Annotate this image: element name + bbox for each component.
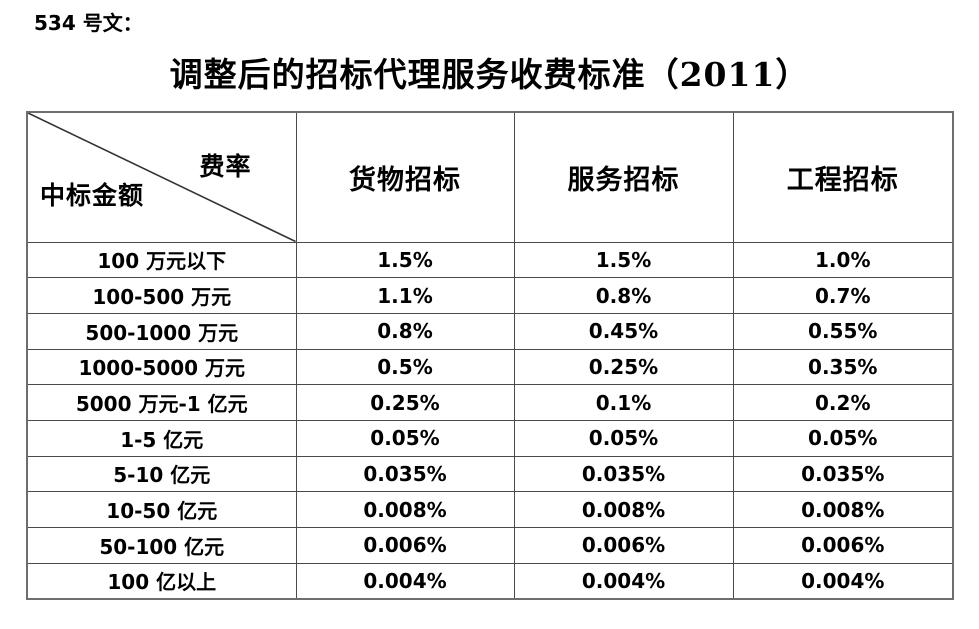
row-label-cell: 1000-5000 万元 <box>26 348 297 386</box>
rate-cell: 0.035% <box>295 455 515 493</box>
rate-cell: 0.25% <box>513 348 734 386</box>
rate-cell: 0.008% <box>295 491 515 528</box>
diagonal-line <box>28 113 295 241</box>
row-label-cell: 10-50 亿元 <box>26 491 297 528</box>
document-number-label: 534 号文： <box>34 11 143 35</box>
rate-cell: 0.45% <box>513 312 734 350</box>
table-header-row: 费率 中标金额 货物招标 服务招标 工程招标 <box>26 111 954 243</box>
rate-cell: 0.004% <box>295 562 515 600</box>
diagonal-corner-cell: 费率 中标金额 <box>26 111 297 243</box>
table-row: 10-50 亿元 0.008% 0.008% 0.008% <box>26 491 954 528</box>
table-row: 50-100 亿元 0.006% 0.006% 0.006% <box>26 527 954 564</box>
rate-cell: 1.5% <box>513 241 734 279</box>
row-label-cell: 100-500 万元 <box>26 277 297 314</box>
rate-cell: 1.1% <box>295 277 515 314</box>
fee-rate-table: 费率 中标金额 货物招标 服务招标 工程招标 100 万元以下 1.5% 1.5… <box>26 111 954 600</box>
row-label-cell: 100 万元以下 <box>26 241 297 279</box>
rate-cell: 0.05% <box>732 419 954 457</box>
rate-cell: 0.55% <box>732 312 954 350</box>
column-header-service: 服务招标 <box>513 111 734 243</box>
row-label-cell: 5000 万元-1 亿元 <box>26 384 297 421</box>
table-row: 1-5 亿元 0.05% 0.05% 0.05% <box>26 419 954 457</box>
row-label-cell: 50-100 亿元 <box>26 527 297 564</box>
corner-label-rate: 费率 <box>199 152 252 181</box>
rate-cell: 0.006% <box>513 527 734 564</box>
row-label-cell: 100 亿以上 <box>26 562 297 600</box>
rate-cell: 0.2% <box>732 384 954 421</box>
rate-cell: 1.5% <box>295 241 515 279</box>
table-row: 500-1000 万元 0.8% 0.45% 0.55% <box>26 312 954 350</box>
row-label-cell: 5-10 亿元 <box>26 455 297 493</box>
rate-cell: 1.0% <box>732 241 954 279</box>
column-header-goods: 货物招标 <box>295 111 515 243</box>
rate-cell: 0.004% <box>513 562 734 600</box>
rate-cell: 0.004% <box>732 562 954 600</box>
rate-cell: 0.035% <box>513 455 734 493</box>
rate-cell: 0.35% <box>732 348 954 386</box>
page-title: 调整后的招标代理服务收费标准（2011） <box>169 55 810 94</box>
table-row: 5-10 亿元 0.035% 0.035% 0.035% <box>26 455 954 493</box>
rate-cell: 0.5% <box>295 348 515 386</box>
table-row: 100 亿以上 0.004% 0.004% 0.004% <box>26 562 954 600</box>
row-label-cell: 1-5 亿元 <box>26 419 297 457</box>
rate-cell: 0.25% <box>295 384 515 421</box>
column-header-engineering: 工程招标 <box>732 111 954 243</box>
rate-cell: 0.008% <box>513 491 734 528</box>
rate-cell: 0.1% <box>513 384 734 421</box>
rate-cell: 0.7% <box>732 277 954 314</box>
rate-cell: 0.05% <box>295 419 515 457</box>
rate-cell: 0.8% <box>513 277 734 314</box>
table-row: 5000 万元-1 亿元 0.25% 0.1% 0.2% <box>26 384 954 421</box>
rate-cell: 0.006% <box>295 527 515 564</box>
row-label-cell: 500-1000 万元 <box>26 312 297 350</box>
table-row: 100-500 万元 1.1% 0.8% 0.7% <box>26 277 954 314</box>
rate-cell: 0.8% <box>295 312 515 350</box>
rate-cell: 0.006% <box>732 527 954 564</box>
rate-cell: 0.05% <box>513 419 734 457</box>
table-row: 1000-5000 万元 0.5% 0.25% 0.35% <box>26 348 954 386</box>
rate-cell: 0.008% <box>732 491 954 528</box>
table-row: 100 万元以下 1.5% 1.5% 1.0% <box>26 241 954 279</box>
rate-cell: 0.035% <box>732 455 954 493</box>
corner-label-bid-amount: 中标金额 <box>40 180 145 210</box>
